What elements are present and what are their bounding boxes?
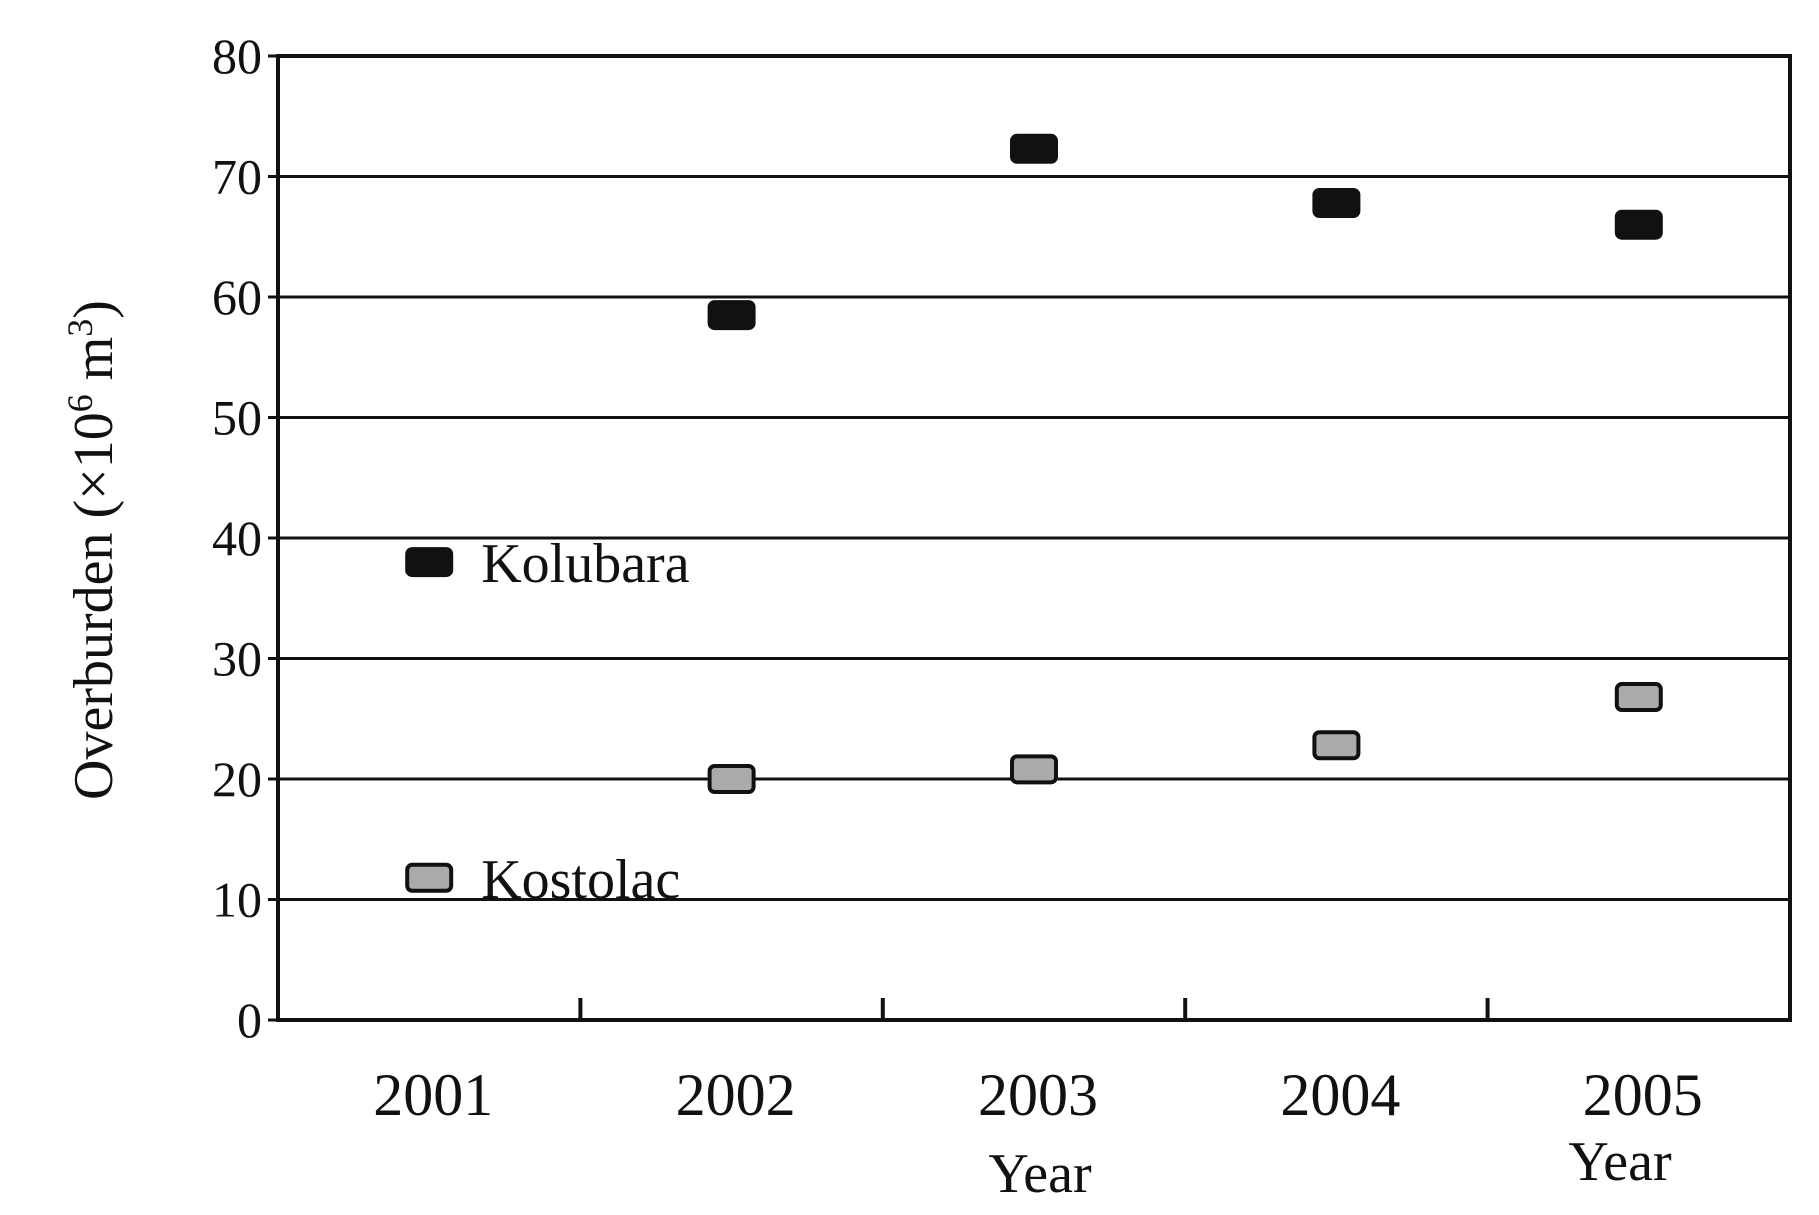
y-tick-label: 0 — [237, 992, 262, 1048]
y-tick-label: 70 — [212, 149, 262, 205]
plot-frame — [276, 54, 1792, 1022]
y-axis-title-exp1: 6 — [60, 394, 100, 412]
y-axis-title-mid: m — [63, 337, 125, 395]
point-kostolac-2004 — [1312, 730, 1361, 761]
point-kolubara-2002 — [707, 300, 756, 331]
axes — [276, 54, 1792, 1022]
point-kostolac-2005 — [1614, 682, 1663, 713]
x-tick-label: 2004 — [1280, 1062, 1400, 1128]
y-tick-label: 50 — [212, 390, 262, 446]
x-axis-title-repeat: Year — [1568, 1131, 1672, 1193]
y-tick-label: 10 — [212, 872, 262, 928]
data-marks — [707, 133, 1663, 794]
legend-label-kostolac: Kostolac — [481, 849, 680, 911]
x-tick-label: 2003 — [978, 1062, 1098, 1128]
gridlines — [278, 54, 1790, 901]
y-tick-label: 80 — [212, 28, 262, 84]
point-kolubara-2004 — [1312, 188, 1361, 219]
x-tick-label: 2005 — [1583, 1062, 1703, 1128]
x-axis-title: Year — [988, 1143, 1092, 1205]
y-tick-label: 60 — [212, 269, 262, 325]
x-tick-label: 2001 — [373, 1062, 493, 1128]
legend-swatch-kostolac — [405, 862, 454, 893]
point-kolubara-2003 — [1010, 133, 1058, 164]
y-axis-title-exp2: 3 — [60, 319, 100, 337]
legend-swatch-kolubara — [405, 547, 454, 578]
y-axis-title: Overburden (×106 m3) — [60, 300, 125, 800]
y-tick-label: 20 — [212, 751, 262, 807]
y-axis-title-suffix: ) — [63, 300, 125, 319]
point-kolubara-2005 — [1614, 209, 1663, 240]
legend: Kolubara Kostolac — [405, 533, 690, 911]
legend-label-kolubara: Kolubara — [481, 533, 690, 595]
y-tick-label: 30 — [212, 631, 262, 687]
point-kostolac-2002 — [707, 764, 756, 794]
y-axis-title-prefix: Overburden (×10 — [63, 412, 125, 800]
x-tick-label: 2002 — [676, 1062, 796, 1128]
x-axis-ticks: 2001 2002 2003 2004 2005 — [373, 998, 1703, 1128]
y-tick-label: 40 — [212, 510, 262, 566]
y-axis-ticks: 0 10 20 30 40 50 60 70 80 — [212, 28, 278, 1048]
point-kostolac-2003 — [1010, 754, 1058, 785]
